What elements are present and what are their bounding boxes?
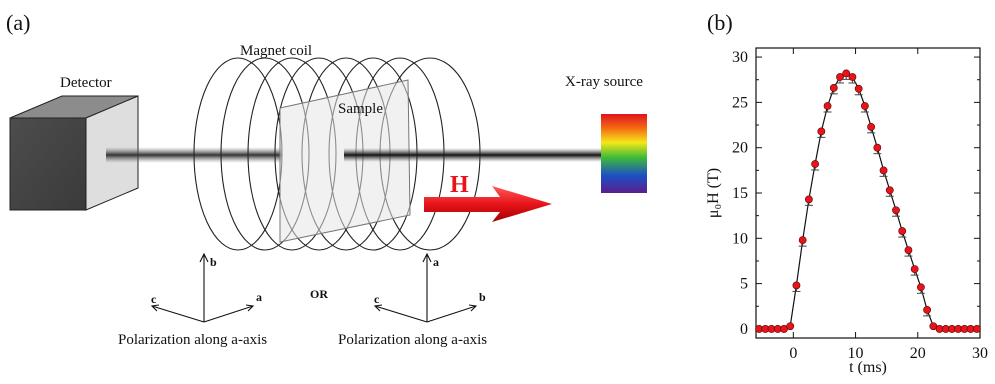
data-point [860,102,869,110]
or-label: OR [310,287,328,301]
y-tick-label: 25 [732,94,748,111]
data-point [873,143,882,152]
panel-b-label: (b) [707,10,733,35]
beam-right [344,148,602,162]
panel-b: (b) 0 10 20 30 0 5 10 15 20 25 30 t (ms) μ₀H (T) [705,10,988,376]
data-point [792,281,801,290]
y-axis-label: μ₀H (T) [705,168,722,218]
xray-source-label: X-ray source [565,74,643,90]
caption-left: Polarization along a-axis [118,332,267,348]
panel-a-label: (a) [6,10,30,35]
data-point [811,160,820,168]
data-point [916,283,925,292]
data-point [848,73,857,81]
data-point [786,322,795,331]
data-point [867,122,876,131]
data-point [923,306,932,314]
axis-left-left: c [151,292,157,306]
y-tick-label: 30 [732,49,748,66]
detector-label: Detector [60,75,112,91]
y-tick-label: 20 [732,140,748,157]
plot-frame [755,47,981,339]
xray-source [601,114,647,193]
data-point [910,265,919,274]
data-point [885,186,894,195]
caption-right: Polarization along a-axis [338,332,487,348]
axis-right-up: a [433,255,439,269]
data-point [842,69,851,78]
field-label: H [450,172,469,198]
data-point [804,195,813,204]
field-arrow [424,186,552,222]
y-tick-label: 5 [740,276,748,293]
data-point [972,325,981,333]
data-point [904,246,913,254]
axis-right-left: c [374,292,380,306]
axis-ticks: 0 10 20 30 0 5 10 15 20 25 30 [732,48,988,362]
axes-triad-left [150,252,255,323]
data-point [823,102,832,110]
data-point [892,206,900,215]
y-tick-label: 0 [740,321,748,338]
sample-label: Sample [338,101,383,117]
y-tick-label: 15 [732,185,748,202]
x-axis-label: t (ms) [849,359,887,376]
y-tick-label: 10 [732,230,748,247]
axis-right-right: b [479,290,486,304]
x-tick-label: 0 [789,345,797,362]
data-points [755,69,981,333]
data-point [879,166,888,175]
magnet-coil-label: Magnet coil [240,43,312,59]
data-point [798,236,807,245]
axis-left-right: a [256,290,262,304]
x-tick-label: 20 [910,345,926,362]
data-point [836,73,844,81]
data-point [829,83,838,92]
data-point [854,84,863,93]
axes-triad-right [373,252,478,323]
x-tick-label: 10 [848,345,864,362]
axis-left-up: b [210,255,217,269]
panel-a: (a) Detector Magnet coil Sample [6,10,647,348]
data-point [817,127,826,136]
x-tick-label: 30 [972,345,988,362]
data-point [898,227,907,235]
